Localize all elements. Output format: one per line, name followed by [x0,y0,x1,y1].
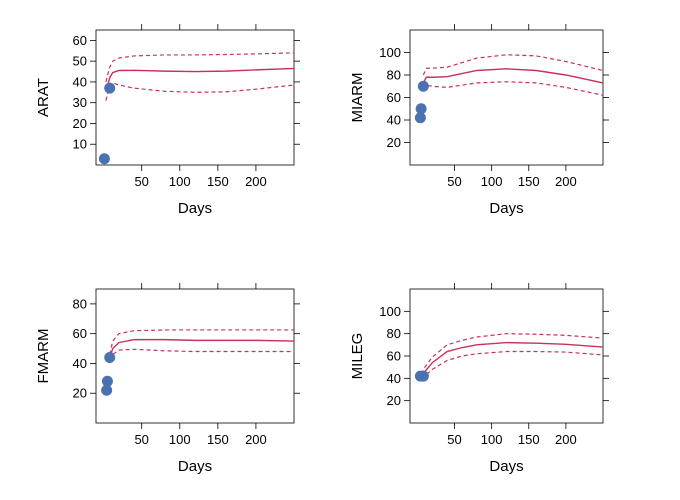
y-tick-label-miarm-1: 40 [387,113,401,128]
x-tick-label-mileg-1: 100 [481,432,503,447]
y-tick-label-mileg-3: 80 [387,326,401,341]
ci-lower-line-fmarm [109,348,294,361]
x-tick-label-fmarm-2: 150 [207,432,229,447]
y-axis-label-miarm: MIARM [349,73,366,123]
y-tick-label-arat-4: 50 [73,54,87,69]
ci-lower-line-arat [105,82,295,101]
fitted-line-fmarm [109,338,295,358]
plot-frame-miarm [409,29,604,166]
y-tick-label-fmarm-3: 80 [73,296,87,311]
y-tick-label-mileg-2: 60 [387,349,401,364]
observed-point-fmarm-1 [101,375,113,387]
y-tick-label-arat-2: 30 [73,95,87,110]
x-tick-label-mileg-3: 200 [555,432,577,447]
y-tick-label-fmarm-1: 40 [73,356,87,371]
fitted-line-mileg [420,341,604,377]
y-tick-label-miarm-4: 100 [379,45,401,60]
ci-lower-line-miarm [422,81,604,96]
observed-point-fmarm-0 [101,384,113,396]
y-axis-label-arat: ARAT [35,78,52,117]
observed-point-miarm-1 [415,103,427,115]
x-tick-label-arat-1: 100 [169,174,191,189]
x-tick-label-arat-3: 200 [245,174,267,189]
x-axis-label-fmarm: Days [178,458,212,475]
y-tick-label-arat-0: 10 [73,137,87,152]
chart-panel-mileg: 50 100 150 200 20 40 60 80 100 Days MILEG [349,283,609,475]
chart-panel-arat: 50 100 150 200 10 20 30 40 50 60 Days ARAT [35,24,300,217]
y-tick-label-arat-3: 40 [73,74,87,89]
y-tick-label-mileg-4: 100 [379,304,401,319]
y-tick-label-miarm-0: 20 [387,135,401,150]
observed-point-miarm-2 [417,80,429,92]
observed-point-arat-1 [104,82,116,94]
y-tick-label-fmarm-2: 60 [73,326,87,341]
plot-frame-fmarm [95,288,295,424]
x-tick-label-mileg-0: 50 [447,432,461,447]
observed-point-arat-0 [98,153,110,165]
x-axis-label-arat: Days [178,200,212,217]
y-tick-label-arat-5: 60 [73,33,87,48]
y-axis-label-mileg: MILEG [349,333,366,380]
chart-panel-fmarm: 50 100 150 200 20 40 60 80 Days FMARM [35,283,300,475]
chart-panel-miarm: 50 100 150 200 20 40 60 80 100 Days MIARM [349,24,609,217]
plot-frame-mileg [409,288,604,424]
x-tick-label-mileg-2: 150 [518,432,540,447]
ci-upper-line-miarm [422,54,604,76]
observed-point-miarm-0 [414,112,426,124]
y-tick-label-mileg-0: 20 [387,393,401,408]
y-tick-label-miarm-3: 80 [387,68,401,83]
ci-upper-line-mileg [420,333,604,375]
x-tick-label-fmarm-1: 100 [169,432,191,447]
x-tick-label-miarm-3: 200 [555,174,577,189]
y-tick-label-arat-1: 20 [73,116,87,131]
y-tick-label-miarm-2: 60 [387,90,401,105]
x-tick-label-fmarm-0: 50 [134,432,148,447]
ci-upper-line-fmarm [109,329,294,355]
x-tick-label-miarm-2: 150 [518,174,540,189]
observed-point-fmarm-2 [104,351,116,363]
ci-lower-line-mileg [420,350,604,379]
ci-upper-line-arat [105,52,295,83]
y-tick-label-mileg-1: 40 [387,371,401,386]
x-axis-label-miarm: Days [489,200,523,217]
y-axis-label-fmarm: FMARM [35,329,52,384]
x-axis-label-mileg: Days [489,458,523,475]
y-tick-label-fmarm-0: 20 [73,386,87,401]
plot-frame-arat [95,29,295,166]
fitted-line-arat [105,67,295,91]
x-tick-label-miarm-1: 100 [481,174,503,189]
fitted-line-miarm [422,68,604,84]
x-tick-label-arat-2: 150 [207,174,229,189]
observed-point-mileg-1 [417,370,429,382]
x-tick-label-arat-0: 50 [134,174,148,189]
x-tick-label-miarm-0: 50 [447,174,461,189]
x-tick-label-fmarm-3: 200 [245,432,267,447]
